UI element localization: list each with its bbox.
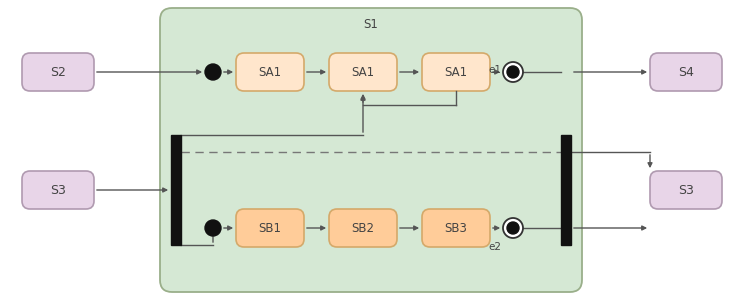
FancyBboxPatch shape: [236, 209, 304, 247]
Circle shape: [503, 62, 523, 82]
FancyBboxPatch shape: [22, 53, 94, 91]
Text: S2: S2: [50, 65, 66, 78]
Text: S3: S3: [50, 184, 66, 197]
Circle shape: [507, 66, 519, 78]
FancyBboxPatch shape: [650, 53, 722, 91]
Circle shape: [507, 222, 519, 234]
Circle shape: [205, 64, 221, 80]
Text: SB1: SB1: [258, 221, 281, 235]
FancyBboxPatch shape: [422, 53, 490, 91]
Bar: [171, 135, 181, 245]
Bar: [561, 135, 571, 245]
FancyBboxPatch shape: [22, 171, 94, 209]
Circle shape: [205, 220, 221, 236]
Circle shape: [503, 218, 523, 238]
FancyBboxPatch shape: [650, 171, 722, 209]
Text: S1: S1: [364, 18, 379, 31]
FancyBboxPatch shape: [236, 53, 304, 91]
Text: SB2: SB2: [351, 221, 374, 235]
Text: SA1: SA1: [258, 65, 281, 78]
Text: S3: S3: [678, 184, 694, 197]
FancyBboxPatch shape: [422, 209, 490, 247]
Text: e2: e2: [488, 242, 501, 252]
Text: e1: e1: [488, 65, 501, 75]
Text: SA1: SA1: [444, 65, 467, 78]
Text: S4: S4: [678, 65, 694, 78]
FancyBboxPatch shape: [160, 8, 582, 292]
Text: SA1: SA1: [351, 65, 374, 78]
Text: SB3: SB3: [445, 221, 467, 235]
FancyBboxPatch shape: [329, 53, 397, 91]
FancyBboxPatch shape: [329, 209, 397, 247]
